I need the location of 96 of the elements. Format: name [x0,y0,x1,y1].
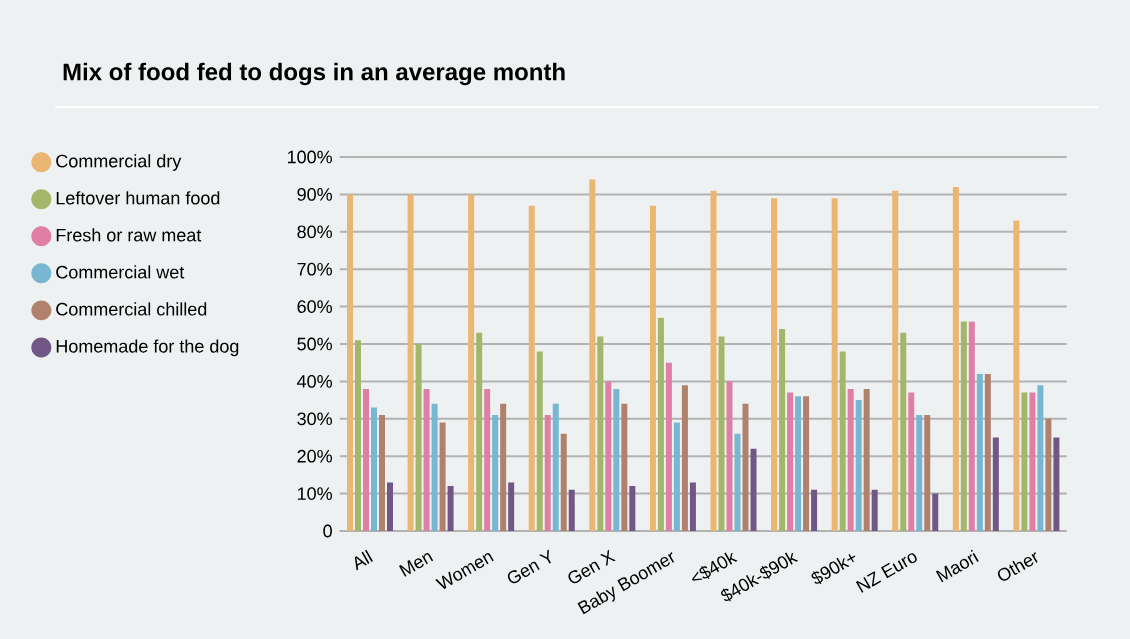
bar [621,403,628,531]
bar [871,489,878,531]
x-tick-label: Gen X [568,549,616,584]
y-tick-label: 50% [297,337,332,351]
bar [795,396,802,531]
bar [492,415,499,531]
x-tick-label: Men [398,553,434,577]
bar [992,437,999,531]
x-tick-label: All [354,549,373,571]
bar [960,321,967,531]
bar [734,433,741,531]
bar [811,489,818,531]
bar [423,388,430,531]
legend-label: Commercial dry [56,154,182,171]
bar [952,186,959,531]
bar [984,373,991,531]
bar [431,403,438,531]
bar [439,422,446,531]
bar [932,493,939,531]
bar [718,336,725,531]
bar [355,340,361,531]
bar [1013,220,1020,531]
bar [900,332,907,531]
bar [855,400,862,531]
bar [908,392,915,531]
bar [536,351,543,531]
bar [657,317,664,531]
y-tick-label: 40% [297,375,332,388]
bar [976,373,983,531]
x-tick-label: Gen Y [507,549,551,584]
y-tick-label: 10% [298,487,332,500]
y-tick-label: 60% [297,300,332,313]
bar [500,403,507,531]
chart-title: Mix of food fed to dogs in an average month [63,62,565,86]
bar [629,486,636,531]
legend-label: Commercial chilled [56,302,207,316]
bar [476,332,483,531]
legend-label: Fresh or raw meat [56,228,202,242]
bar [1037,385,1044,531]
y-tick-label: 70% [297,262,332,276]
bar [597,336,604,531]
bar [508,482,515,531]
bar [710,190,717,531]
bar [1029,392,1036,531]
bar [544,415,551,531]
x-tick-label: NZ Euro [855,553,917,593]
bar [689,482,696,531]
bar [613,388,620,531]
x-tick-label: Other [997,552,1038,581]
bar [681,385,688,531]
y-tick-label: 30% [297,412,332,426]
y-tick-label: 100% [287,150,332,164]
bar [407,194,414,531]
bar [892,190,899,531]
bar [787,392,794,531]
bar [589,179,596,531]
bar [1021,392,1028,531]
x-tick-label: $90k+ [811,554,856,585]
bar [649,205,656,531]
bar [847,388,854,531]
bar [415,344,422,531]
bar [371,407,377,531]
bar [1053,437,1060,531]
y-tick-label: 0 [323,524,332,538]
bar [831,198,838,531]
bar [1045,418,1052,531]
bar [771,198,778,531]
bar [742,403,749,531]
bar [447,486,454,531]
bar [839,351,846,531]
bar [916,415,923,531]
bar [673,422,680,531]
bar [665,362,672,531]
bar [968,321,975,531]
y-tick-label: 90% [297,188,332,201]
bar [468,194,475,531]
bar [560,433,567,531]
bar [552,403,559,531]
bar [363,388,369,531]
bar [379,415,385,531]
bar [863,388,870,531]
bar [568,489,575,531]
bar [924,415,931,531]
bar [779,329,786,531]
bar [347,194,353,531]
bar [484,388,491,531]
bar [605,381,612,531]
y-tick-label: 20% [297,449,332,463]
bar [528,205,535,531]
y-tick-label: 80% [297,225,332,239]
bar [387,482,393,531]
legend-label: Homemade for the dog [56,339,239,357]
legend-label: Leftover human food [56,191,220,205]
legend-label: Commercial wet [56,265,185,279]
bar [750,448,757,531]
bar [803,396,810,531]
